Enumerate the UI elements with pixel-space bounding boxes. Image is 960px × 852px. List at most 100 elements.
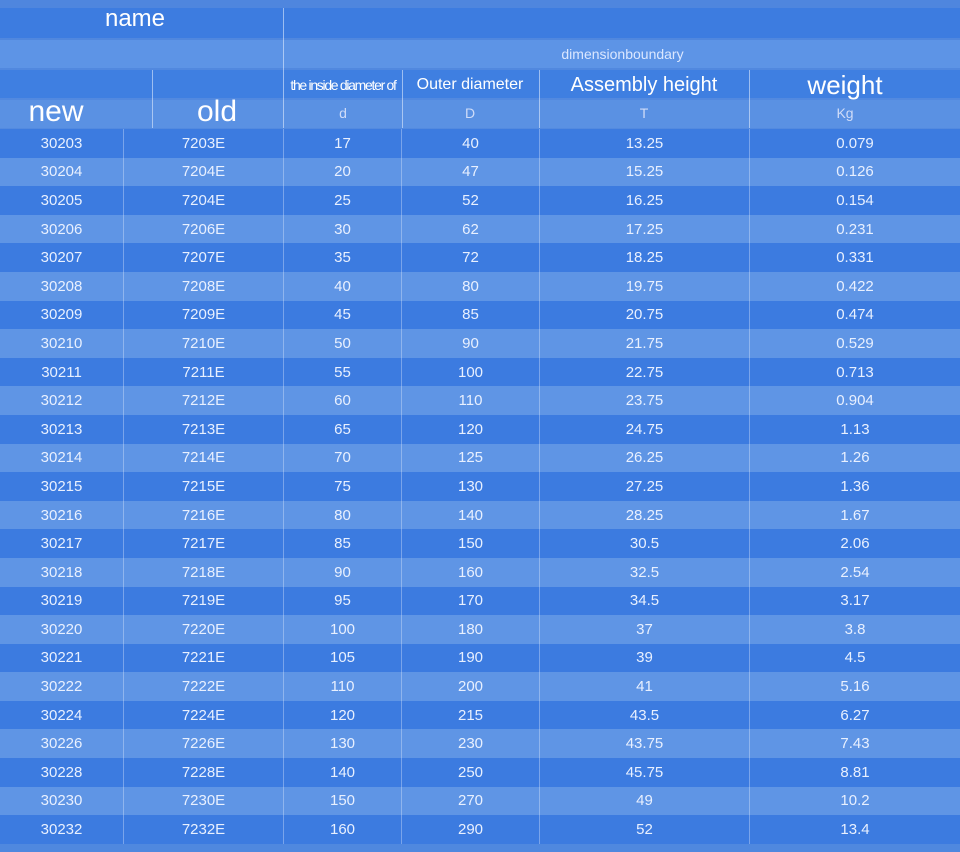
cell-assembly-height: 43.75: [540, 729, 750, 759]
cell-outer-diameter: 270: [402, 786, 540, 816]
cell-weight: 3.8: [844, 620, 866, 638]
cell-weight: 3.17: [840, 592, 870, 610]
table-row: 30230 7230E 150 270 49 10.2: [0, 786, 960, 816]
cell-assembly-height: 39: [540, 643, 750, 673]
cell-weight: 0.079: [836, 134, 874, 152]
cell-weight: 2.54: [840, 563, 870, 581]
cell-inside-diameter: 40: [284, 271, 402, 301]
cell-assembly-height: 16.25: [540, 186, 750, 215]
cell-inside-diameter: 30: [284, 214, 402, 244]
cell-new-model: 30208: [0, 271, 124, 301]
cell-new-model: 30204: [0, 157, 124, 187]
cell-inside-diameter: 105: [284, 643, 402, 673]
header-divider: [749, 70, 750, 128]
cell-assembly-height: 52: [540, 815, 750, 844]
header-outer-diameter: Outer diameter: [416, 76, 524, 93]
cell-weight: 0.231: [836, 220, 874, 238]
cell-outer-diameter: 72: [402, 243, 540, 272]
cell-inside-diameter: 140: [284, 758, 402, 787]
cell-outer-diameter: 40: [402, 129, 540, 158]
header-old: old: [196, 95, 238, 128]
cell-weight: 10.2: [840, 792, 870, 810]
cell-outer-diameter: 160: [402, 557, 540, 587]
table-row: 30204 7204E 20 47 15.25 0.126: [0, 157, 960, 187]
cell-old-model: 7215E: [124, 472, 284, 501]
cell-old-model: 7221E: [124, 643, 284, 673]
cell-weight: 13.4: [840, 821, 870, 839]
cell-old-model: 7230E: [124, 786, 284, 816]
cell-old-model: 7224E: [124, 700, 284, 730]
cell-assembly-height: 43.5: [540, 700, 750, 730]
cell-old-model: 7203E: [124, 129, 284, 158]
cell-outer-diameter: 290: [402, 815, 540, 844]
header-inside-diameter: the inside diameter of: [290, 77, 397, 93]
cell-new-model: 30218: [0, 557, 124, 587]
cell-inside-diameter: 75: [284, 472, 402, 501]
cell-inside-diameter: 70: [284, 443, 402, 473]
cell-old-model: 7204E: [124, 186, 284, 215]
header-name: name: [104, 5, 166, 32]
cell-new-model: 30230: [0, 786, 124, 816]
cell-inside-diameter: 150: [284, 786, 402, 816]
table-row: 30211 7211E 55 100 22.75 0.713: [0, 357, 960, 387]
cell-assembly-height: 41: [540, 672, 750, 701]
cell-outer-diameter: 180: [402, 615, 540, 644]
cell-assembly-height: 30.5: [540, 529, 750, 558]
header-symbol-d: d: [339, 105, 347, 121]
table-body: 30203 7203E 17 40 13.25 0.079 30204 7204E 20 47 15…: [0, 129, 960, 844]
table-row: 30219 7219E 95 170 34.5 3.17: [0, 586, 960, 616]
cell-assembly-height: 34.5: [540, 586, 750, 616]
cell-weight: 0.474: [836, 306, 874, 324]
header-band-name: [0, 8, 960, 38]
cell-weight: 1.26: [840, 449, 870, 467]
cell-outer-diameter: 140: [402, 500, 540, 530]
cell-outer-diameter: 110: [402, 386, 540, 415]
cell-old-model: 7212E: [124, 386, 284, 415]
cell-outer-diameter: 215: [402, 700, 540, 730]
cell-new-model: 30220: [0, 615, 124, 644]
cell-outer-diameter: 130: [402, 472, 540, 501]
cell-new-model: 30206: [0, 214, 124, 244]
cell-weight: 8.81: [840, 763, 870, 781]
cell-inside-diameter: 65: [284, 414, 402, 444]
cell-assembly-height: 32.5: [540, 557, 750, 587]
table-row: 30232 7232E 160 290 52 13.4: [0, 815, 960, 844]
header-symbol-D: D: [464, 105, 476, 121]
cell-inside-diameter: 110: [284, 672, 402, 701]
cell-assembly-height: 18.25: [540, 243, 750, 272]
cell-assembly-height: 21.75: [540, 329, 750, 358]
table-row: 30209 7209E 45 85 20.75 0.474: [0, 300, 960, 330]
cell-old-model: 7217E: [124, 529, 284, 558]
cell-assembly-height: 19.75: [540, 271, 750, 301]
table-row: 30217 7217E 85 150 30.5 2.06: [0, 529, 960, 558]
cell-weight: 5.16: [840, 678, 870, 696]
cell-weight: 1.13: [840, 420, 870, 438]
cell-new-model: 30232: [0, 815, 124, 844]
cell-old-model: 7210E: [124, 329, 284, 358]
cell-old-model: 7206E: [124, 214, 284, 244]
cell-inside-diameter: 20: [284, 157, 402, 187]
table-row: 30220 7220E 100 180 37 3.8: [0, 615, 960, 644]
cell-old-model: 7228E: [124, 758, 284, 787]
cell-outer-diameter: 100: [402, 357, 540, 387]
cell-assembly-height: 26.25: [540, 443, 750, 473]
cell-inside-diameter: 35: [284, 243, 402, 272]
header-band-symbols: [0, 100, 960, 128]
cell-new-model: 30219: [0, 586, 124, 616]
cell-outer-diameter: 80: [402, 271, 540, 301]
cell-assembly-height: 23.75: [540, 386, 750, 415]
cell-inside-diameter: 120: [284, 700, 402, 730]
cell-assembly-height: 13.25: [540, 129, 750, 158]
cell-old-model: 7214E: [124, 443, 284, 473]
cell-weight: 2.06: [840, 535, 870, 553]
cell-weight: 4.5: [844, 649, 866, 667]
table-row: 30208 7208E 40 80 19.75 0.422: [0, 271, 960, 301]
cell-assembly-height: 49: [540, 786, 750, 816]
cell-outer-diameter: 125: [402, 443, 540, 473]
header-divider: [539, 70, 540, 128]
cell-outer-diameter: 200: [402, 672, 540, 701]
header-band-columns: [0, 70, 960, 98]
header-unit-kg: Kg: [836, 105, 854, 121]
cell-old-model: 7219E: [124, 586, 284, 616]
table-row: 30206 7206E 30 62 17.25 0.231: [0, 214, 960, 244]
